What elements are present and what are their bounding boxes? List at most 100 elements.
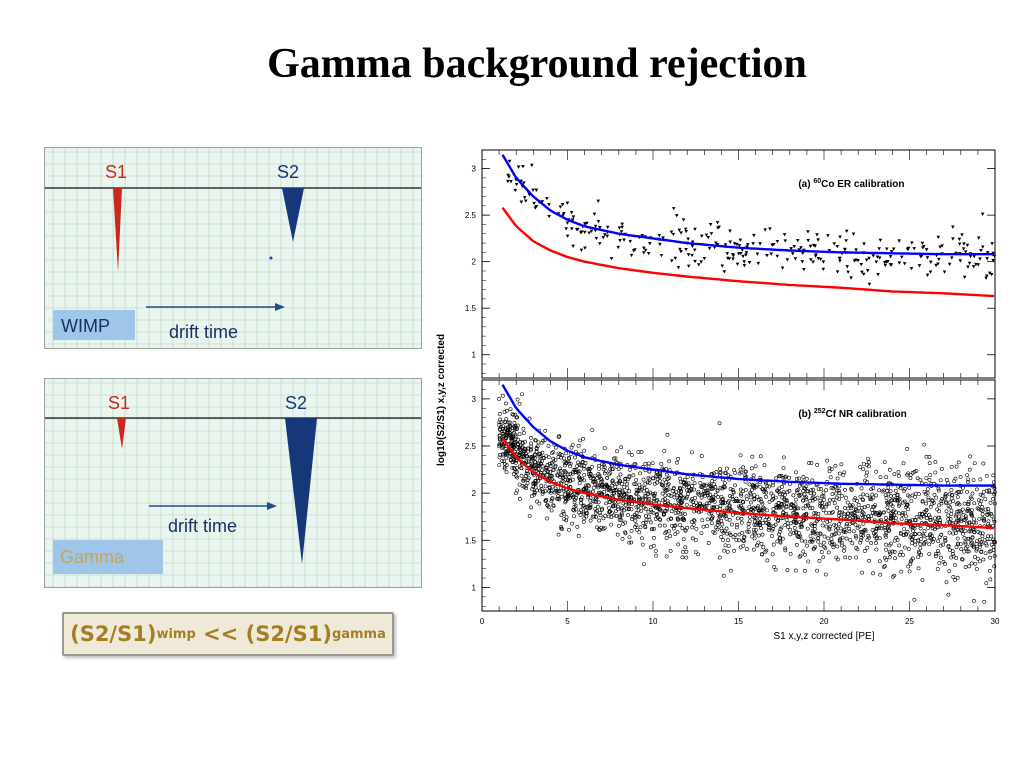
data-point <box>769 491 774 496</box>
data-point <box>801 506 806 511</box>
data-point <box>972 527 977 532</box>
data-point <box>637 496 642 501</box>
data-point <box>839 494 844 498</box>
data-point <box>641 251 646 255</box>
data-point <box>510 466 515 470</box>
data-point <box>835 557 840 562</box>
data-point <box>586 483 590 488</box>
data-point <box>644 518 649 522</box>
data-point <box>512 466 516 470</box>
data-point <box>503 451 508 456</box>
data-point <box>811 487 815 492</box>
data-point <box>736 499 741 504</box>
data-point <box>571 507 576 512</box>
data-point <box>558 466 562 471</box>
data-point <box>755 543 760 548</box>
data-point <box>882 510 886 515</box>
data-point <box>910 518 915 522</box>
data-point <box>540 468 544 473</box>
data-point <box>731 257 735 261</box>
data-point <box>662 523 667 528</box>
data-point <box>712 499 717 504</box>
data-point <box>958 474 963 479</box>
data-point <box>560 203 565 207</box>
data-point <box>730 494 735 499</box>
data-point <box>918 542 923 547</box>
data-point <box>684 247 688 252</box>
data-point <box>991 537 996 542</box>
data-point <box>799 538 804 543</box>
data-point <box>867 256 871 261</box>
data-point <box>806 559 811 564</box>
data-point <box>860 497 865 502</box>
x-tick-label: 25 <box>905 617 914 626</box>
data-point <box>835 488 840 493</box>
data-point <box>876 273 880 277</box>
data-point <box>514 182 519 187</box>
data-point <box>649 520 653 525</box>
data-point <box>660 491 665 496</box>
data-point <box>704 233 709 237</box>
data-point <box>910 538 915 542</box>
data-point <box>724 471 729 476</box>
data-point <box>507 159 512 164</box>
data-point <box>665 506 670 511</box>
data-point <box>909 266 914 271</box>
data-point <box>627 540 632 545</box>
data-point <box>779 501 784 506</box>
data-point <box>810 498 815 503</box>
data-point <box>856 502 861 507</box>
data-point <box>631 249 636 253</box>
data-point <box>626 507 631 512</box>
data-point <box>981 461 986 466</box>
chart-panel-a: 11.522.53(a) 60Co ER calibration <box>465 149 997 379</box>
data-point <box>889 250 894 254</box>
data-point <box>816 487 821 492</box>
data-point <box>741 254 745 259</box>
data-point <box>704 504 709 508</box>
data-point <box>953 578 958 582</box>
data-point <box>896 473 901 478</box>
data-point <box>822 544 827 549</box>
data-point <box>508 425 513 430</box>
data-point <box>818 543 823 548</box>
data-point <box>784 505 789 509</box>
data-point <box>498 427 502 432</box>
data-point <box>529 459 534 464</box>
data-point <box>877 256 882 260</box>
data-point <box>562 456 567 461</box>
data-point <box>929 538 934 542</box>
data-point <box>707 246 712 251</box>
data-point <box>734 498 738 503</box>
data-point <box>659 253 664 258</box>
data-point <box>897 261 902 265</box>
data-point <box>966 265 970 269</box>
data-point <box>900 500 905 505</box>
data-point <box>503 426 508 431</box>
data-point <box>935 567 940 571</box>
data-point <box>523 474 528 479</box>
data-point <box>815 495 820 500</box>
data-point <box>536 478 541 483</box>
data-point <box>564 518 569 523</box>
data-point <box>601 527 606 531</box>
data-point <box>794 542 799 547</box>
data-point <box>988 555 993 560</box>
data-point <box>668 534 673 538</box>
data-point <box>906 564 911 569</box>
data-point <box>933 552 938 556</box>
data-point <box>764 548 769 553</box>
data-point <box>756 508 761 513</box>
data-point <box>591 477 596 481</box>
data-point <box>961 531 965 536</box>
data-point <box>922 514 927 519</box>
data-point <box>859 486 864 491</box>
data-point <box>576 460 580 465</box>
data-point <box>551 467 556 472</box>
data-point <box>652 526 656 531</box>
data-point <box>942 496 947 501</box>
data-point <box>854 555 858 560</box>
data-point <box>742 264 747 268</box>
data-point <box>948 548 952 553</box>
data-point <box>832 542 836 547</box>
